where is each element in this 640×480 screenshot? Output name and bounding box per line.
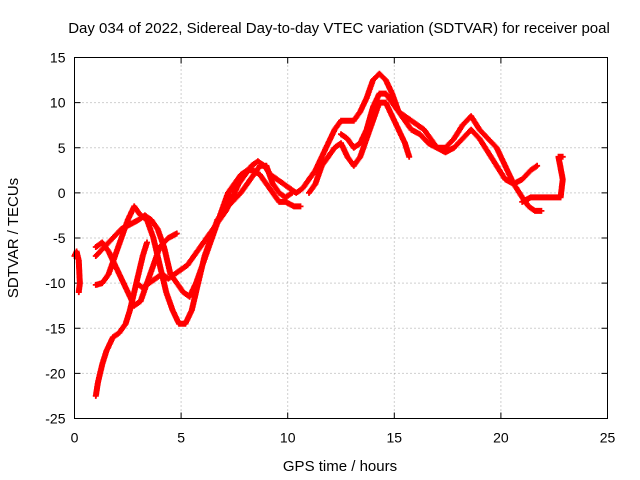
x-tick-labels: 0 5 10 15 20 25 bbox=[71, 430, 616, 446]
sdtvar-points bbox=[71, 70, 566, 399]
y-tick-labels: 15 10 5 0 -5 -10 -15 -20 -25 bbox=[45, 50, 65, 427]
y-tick-label: -20 bbox=[45, 365, 65, 381]
y-tick-label: 5 bbox=[58, 140, 66, 156]
x-tick-label: 25 bbox=[600, 430, 616, 446]
y-axis-label: SDTVAR / TECUs bbox=[5, 178, 22, 298]
y-tick-label: -5 bbox=[53, 230, 66, 246]
chart-title: Day 034 of 2022, Sidereal Day-to-day VTE… bbox=[68, 20, 610, 37]
y-tick-label: 0 bbox=[58, 185, 66, 201]
x-tick-label: 10 bbox=[280, 430, 296, 446]
x-tick-label: 0 bbox=[71, 430, 79, 446]
y-tick-label: -15 bbox=[45, 320, 65, 336]
y-tick-label: 10 bbox=[50, 95, 66, 111]
x-tick-label: 20 bbox=[493, 430, 509, 446]
x-tick-label: 5 bbox=[177, 430, 185, 446]
x-tick-label: 15 bbox=[387, 430, 403, 446]
y-tick-label: 15 bbox=[50, 50, 66, 66]
y-tick-label: -25 bbox=[45, 411, 65, 427]
x-axis-label: GPS time / hours bbox=[283, 458, 397, 475]
y-tick-label: -10 bbox=[45, 275, 65, 291]
plot-frame bbox=[74, 57, 608, 419]
data-points bbox=[71, 70, 566, 399]
